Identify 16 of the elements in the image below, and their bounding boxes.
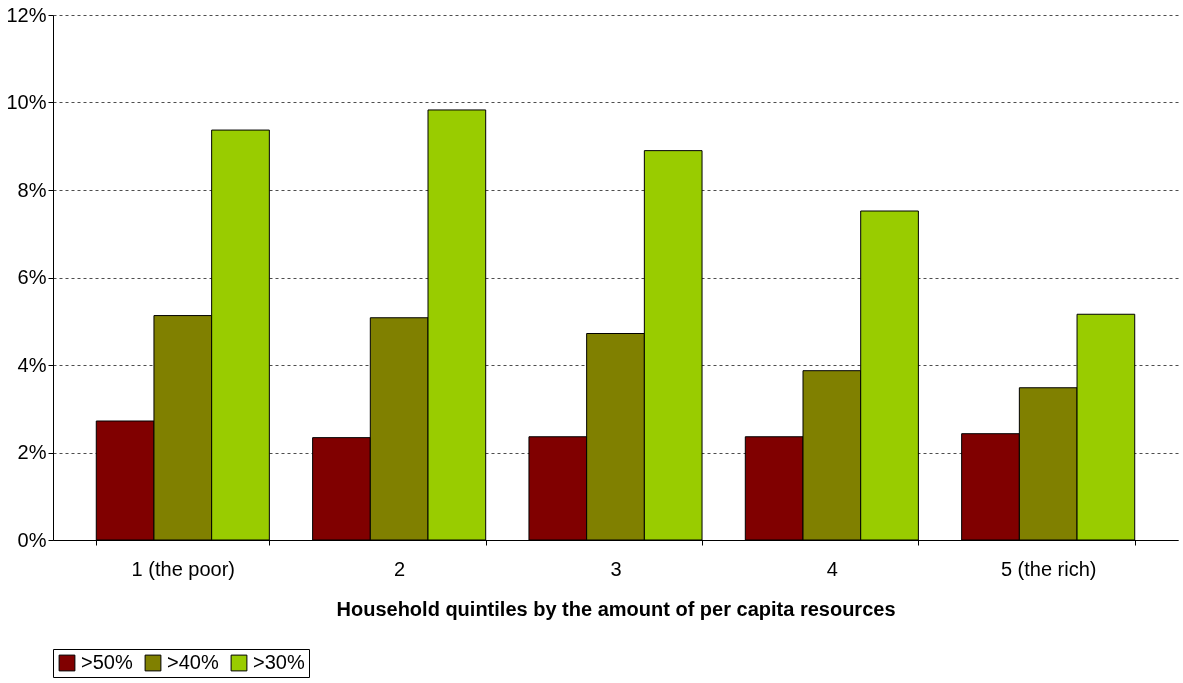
y-tick-label: 6% [17, 266, 47, 288]
x-tick-label: 3 [610, 557, 622, 580]
y-tick-label: 4% [17, 353, 47, 376]
x-tick-label: 4 [826, 557, 838, 580]
x-tick-label: 2 [394, 557, 406, 580]
x-tick-label: 5 (the rich) [1000, 557, 1097, 580]
y-tick-label: 8% [17, 178, 47, 201]
y-tick-label: 0% [17, 528, 47, 551]
legend-label: >30% [253, 651, 305, 673]
y-tick-label: 2% [17, 441, 47, 463]
x-tick-label: 1 (the poor) [131, 557, 235, 580]
x-axis-title: Household quintiles by the amount of per capita resources [336, 597, 896, 620]
y-tick-label: 12% [6, 3, 47, 26]
legend-label: >40% [167, 651, 219, 673]
y-tick-label: 10% [6, 91, 47, 113]
legend-label: >50% [81, 651, 133, 673]
